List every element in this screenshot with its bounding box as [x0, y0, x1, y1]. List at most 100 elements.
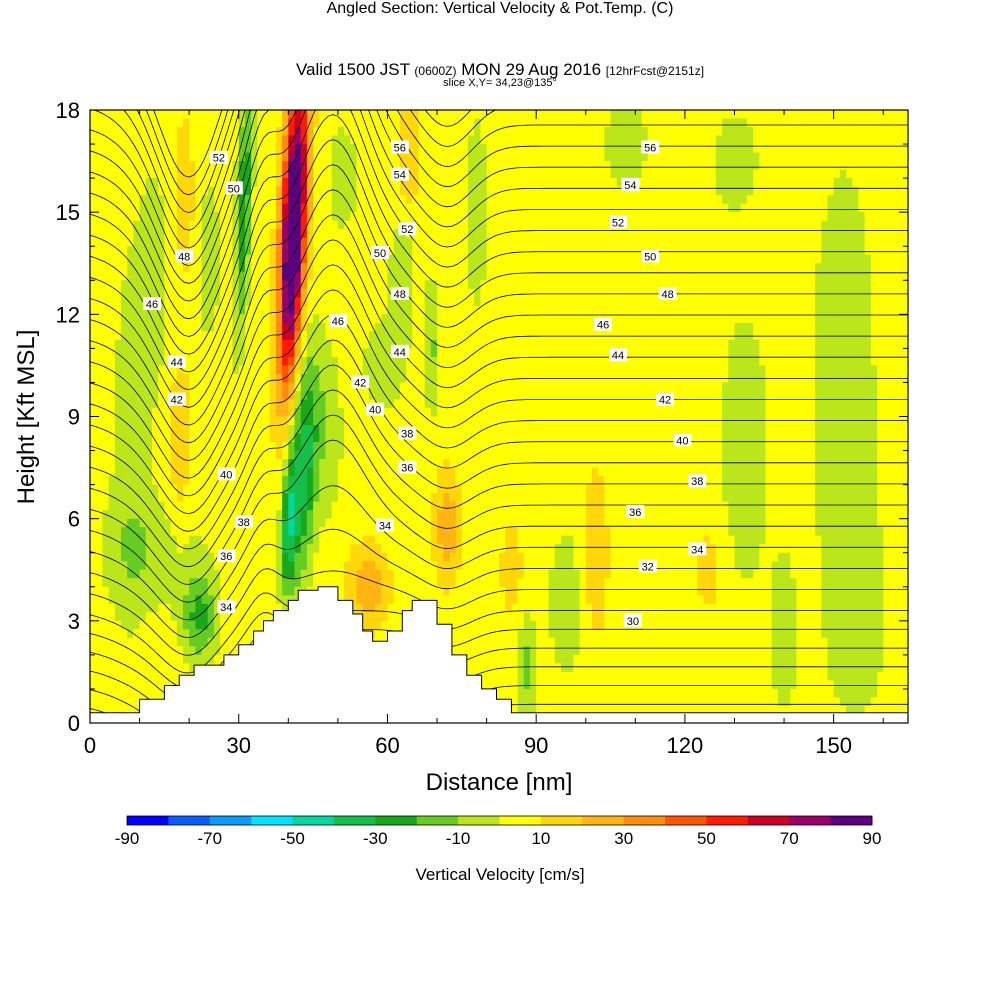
velocity-cell: [201, 203, 209, 213]
velocity-cell: [213, 407, 221, 418]
velocity-cell: [746, 161, 754, 171]
velocity-cell: [393, 382, 401, 392]
velocity-cell: [139, 271, 147, 281]
velocity-cell: [455, 339, 463, 349]
velocity-cell: [158, 365, 165, 375]
velocity-cell: [808, 118, 816, 128]
velocity-cell: [591, 186, 599, 196]
velocity-cell: [90, 271, 97, 281]
velocity-cell: [598, 169, 605, 179]
velocity-cell: [622, 118, 630, 128]
velocity-cell: [753, 118, 760, 128]
velocity-cell: [201, 144, 209, 154]
velocity-cell: [251, 390, 258, 401]
velocity-cell: [722, 425, 729, 435]
velocity-cell: [604, 212, 612, 222]
velocity-cell: [678, 237, 686, 247]
velocity-cell: [678, 152, 686, 162]
velocity-cell: [889, 186, 897, 196]
velocity-cell: [424, 382, 432, 392]
velocity-cell: [759, 425, 767, 435]
velocity-cell: [765, 416, 773, 426]
velocity-cell: [139, 407, 147, 418]
velocity-cell: [96, 144, 103, 154]
velocity-cell: [901, 127, 908, 137]
velocity-cell: [145, 246, 153, 256]
velocity-cell: [883, 127, 891, 137]
velocity-cell: [852, 314, 860, 324]
velocity-cell: [356, 161, 364, 171]
velocity-cell: [796, 229, 804, 239]
velocity-cell: [120, 178, 128, 188]
velocity-cell: [505, 229, 512, 239]
velocity-cell: [108, 237, 116, 247]
velocity-cell: [96, 135, 103, 145]
velocity-cell: [325, 297, 333, 307]
velocity-cell: [703, 229, 711, 239]
velocity-cell: [548, 127, 556, 137]
velocity-cell: [207, 246, 215, 256]
velocity-cell: [827, 348, 835, 358]
velocity-cell: [815, 135, 822, 145]
velocity-cell: [864, 110, 872, 120]
velocity-cell: [424, 152, 432, 162]
velocity-cell: [226, 425, 234, 435]
velocity-cell: [728, 425, 736, 435]
velocity-cell: [461, 271, 469, 281]
velocity-cell: [145, 127, 153, 137]
velocity-cell: [604, 229, 612, 239]
velocity-cell: [616, 229, 624, 239]
velocity-cell: [282, 178, 289, 188]
velocity-cell: [238, 280, 246, 290]
velocity-cell: [759, 322, 767, 332]
velocity-cell: [319, 271, 327, 281]
velocity-cell: [684, 280, 692, 290]
velocity-cell: [127, 254, 134, 264]
velocity-cell: [554, 212, 562, 222]
velocity-cell: [300, 305, 308, 315]
velocity-cell: [870, 127, 878, 137]
velocity-cell: [269, 135, 277, 145]
velocity-cell: [412, 195, 420, 205]
velocity-cell: [715, 178, 723, 188]
velocity-cell: [759, 212, 767, 222]
velocity-cell: [319, 118, 327, 128]
velocity-cell: [777, 322, 785, 332]
velocity-cell: [517, 220, 525, 230]
velocity-cell: [344, 399, 351, 409]
velocity-cell: [641, 390, 649, 401]
velocity-cell: [740, 169, 748, 179]
velocity-cell: [176, 135, 184, 145]
velocity-cell: [480, 186, 488, 196]
velocity-cell: [244, 127, 252, 137]
velocity-cell: [765, 390, 773, 401]
velocity-cell: [257, 425, 265, 435]
velocity-cell: [319, 254, 327, 264]
velocity-cell: [275, 407, 283, 418]
velocity-cell: [381, 220, 389, 230]
velocity-cell: [486, 263, 494, 273]
velocity-cell: [337, 118, 345, 128]
velocity-cell: [579, 110, 587, 120]
velocity-cell: [660, 382, 667, 392]
velocity-cell: [802, 390, 810, 401]
velocity-cell: [517, 356, 525, 367]
velocity-cell: [889, 271, 897, 281]
velocity-cell: [864, 416, 872, 426]
velocity-cell: [567, 178, 574, 188]
velocity-cell: [554, 263, 562, 273]
velocity-cell: [182, 229, 190, 239]
velocity-cell: [226, 254, 234, 264]
velocity-cell: [275, 161, 283, 171]
velocity-cell: [722, 212, 729, 222]
velocity-cell: [201, 127, 209, 137]
velocity-cell: [480, 195, 488, 205]
velocity-cell: [474, 212, 482, 222]
velocity-cell: [864, 203, 872, 213]
velocity-cell: [406, 288, 413, 298]
velocity-cell: [455, 297, 463, 307]
velocity-cell: [480, 229, 488, 239]
velocity-cell: [579, 280, 587, 290]
velocity-cell: [697, 271, 705, 281]
velocity-cell: [344, 425, 351, 435]
